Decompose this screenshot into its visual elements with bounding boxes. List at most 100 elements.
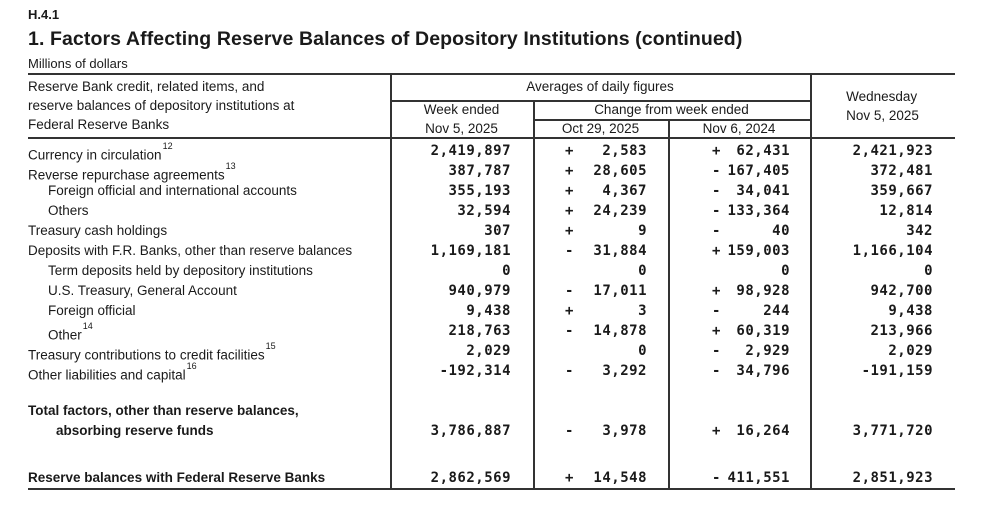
week-ended-value: 307 xyxy=(484,223,511,239)
wednesday-value: 1,166,104 xyxy=(852,243,933,259)
wednesday-value: 359,667 xyxy=(870,183,933,199)
wednesday-value: 213,966 xyxy=(870,323,933,339)
change-sign: - xyxy=(712,470,721,486)
change-sign: - xyxy=(712,303,721,319)
wednesday-value: 12,814 xyxy=(879,203,933,219)
week-ended-header: Week ended Nov 5, 2025 xyxy=(390,100,533,138)
stub-header-line1: Reserve Bank credit, related items, and xyxy=(28,79,265,94)
change-sign: - xyxy=(565,363,574,379)
wednesday-value: 3,771,720 xyxy=(852,423,933,439)
table-row: Other liabilities and capital16 -192,314… xyxy=(28,361,955,383)
change-sign: - xyxy=(712,343,721,359)
stub-header: Reserve Bank credit, related items, and … xyxy=(28,77,294,134)
week-ended-value: 9,438 xyxy=(466,303,511,319)
week-ended-value: 218,763 xyxy=(448,323,511,339)
stub-header-line2: reserve balances of depository instituti… xyxy=(28,98,295,113)
row-label: Deposits with F.R. Banks, other than res… xyxy=(28,243,353,258)
averages-divider xyxy=(390,100,810,102)
change-sign: - xyxy=(712,223,721,239)
change-sign: + xyxy=(712,243,721,259)
week-ended-value: 1,169,181 xyxy=(430,243,511,259)
change-sign: + xyxy=(712,423,721,439)
page-title: 1. Factors Affecting Reserve Balances of… xyxy=(28,28,743,50)
week-ended-value: 2,862,569 xyxy=(430,470,511,486)
week-ended-label: Week ended xyxy=(423,102,500,117)
change-prior-year-value: +60,319 xyxy=(712,323,790,339)
table-row: U.S. Treasury, General Account 940,979 -… xyxy=(28,281,955,301)
week-ended-value: 0 xyxy=(502,263,511,279)
row-label: Other liabilities and capital16 xyxy=(28,361,197,383)
wednesday-value: 2,851,923 xyxy=(852,470,933,486)
change-sign: - xyxy=(712,363,721,379)
change-prior-week-value: -14,878 xyxy=(565,323,647,339)
change-prior-week-value: +3 xyxy=(565,303,647,319)
table-row: Reserve balances with Federal Reserve Ba… xyxy=(28,468,955,488)
wednesday-header: Wednesday Nov 5, 2025 xyxy=(810,73,955,139)
row-label: Currency in circulation12 xyxy=(28,141,173,163)
change-header: Change from week ended xyxy=(594,102,749,117)
row-label: Other14 xyxy=(48,321,93,343)
change-prior-year-value: -34,041 xyxy=(712,183,790,199)
row-label: Others xyxy=(48,203,89,218)
change-sign: + xyxy=(712,323,721,339)
table-row: Treasury contributions to credit facilit… xyxy=(28,341,955,363)
change-sign: - xyxy=(712,203,721,219)
change-sign: - xyxy=(565,323,574,339)
table-row: Deposits with F.R. Banks, other than res… xyxy=(28,241,955,261)
wednesday-value: 942,700 xyxy=(870,283,933,299)
week-ended-value: 32,594 xyxy=(457,203,511,219)
table-row: Others 32,594 +24,239 -133,364 12,814 xyxy=(28,201,955,221)
change-sign: + xyxy=(565,203,574,219)
week-ended-value: 387,787 xyxy=(448,163,511,179)
change-prior-week-value: +28,605 xyxy=(565,163,647,179)
table-row: Other14 218,763 -14,878 +60,319 213,966 xyxy=(28,321,955,343)
table-body-rows: Currency in circulation12 2,419,897 +2,5… xyxy=(28,139,955,488)
change-prior-week-value: +24,239 xyxy=(565,203,647,219)
change-prior-year-value: 0 xyxy=(781,263,790,279)
change-prior-year-value: +62,431 xyxy=(712,143,790,159)
wednesday-value: 372,481 xyxy=(870,163,933,179)
table-row: Term deposits held by depository institu… xyxy=(28,261,955,281)
row-label: Treasury cash holdings xyxy=(28,223,168,238)
stub-header-line3: Federal Reserve Banks xyxy=(28,117,170,132)
change-prior-week-value: 0 xyxy=(638,343,647,359)
change-sign: + xyxy=(565,163,574,179)
change-prior-year-value: +159,003 xyxy=(712,243,790,259)
row-label: U.S. Treasury, General Account xyxy=(48,283,237,298)
change-sign: + xyxy=(565,223,574,239)
table-row: Treasury cash holdings 307 +9 -40 342 xyxy=(28,221,955,241)
change-prior-year-value: -411,551 xyxy=(712,470,790,486)
change-date-nov6: Nov 6, 2024 xyxy=(702,121,776,136)
row-label: Total factors, other than reserve balanc… xyxy=(28,403,299,438)
table-row: Foreign official 9,438 +3 -244 9,438 xyxy=(28,301,955,321)
change-prior-year-value: +98,928 xyxy=(712,283,790,299)
change-date-oct29: Oct 29, 2025 xyxy=(561,121,640,136)
wednesday-value: 2,029 xyxy=(888,343,933,359)
table-row: Total factors, other than reserve balanc… xyxy=(28,401,955,441)
change-prior-week-value: -17,011 xyxy=(565,283,647,299)
averages-header: Averages of daily figures xyxy=(526,79,674,94)
change-prior-week-value: +14,548 xyxy=(565,470,647,486)
wednesday-value: 0 xyxy=(924,263,933,279)
change-prior-week-value: +4,367 xyxy=(565,183,647,199)
change-prior-year-value: -244 xyxy=(712,303,790,319)
change-sign: + xyxy=(712,283,721,299)
week-ended-date: Nov 5, 2025 xyxy=(425,121,498,136)
change-sign: - xyxy=(565,283,574,299)
change-prior-year-value: -34,796 xyxy=(712,363,790,379)
h41-table: Reserve Bank credit, related items, and … xyxy=(28,73,955,490)
week-ended-value: 940,979 xyxy=(448,283,511,299)
table-row: Foreign official and international accou… xyxy=(28,181,955,201)
header-bottom-rule xyxy=(28,137,955,139)
week-ended-value: 3,786,887 xyxy=(430,423,511,439)
column-divider-3 xyxy=(668,119,670,490)
change-sign: - xyxy=(565,243,574,259)
change-prior-week-value: -3,292 xyxy=(565,363,647,379)
change-sign: + xyxy=(712,143,721,159)
change-sign: + xyxy=(565,143,574,159)
change-prior-year-value: -2,929 xyxy=(712,343,790,359)
week-ended-value: -192,314 xyxy=(439,363,511,379)
change-prior-year-value: +16,264 xyxy=(712,423,790,439)
report-code: H.4.1 xyxy=(28,7,60,22)
row-label: Foreign official and international accou… xyxy=(48,183,297,198)
